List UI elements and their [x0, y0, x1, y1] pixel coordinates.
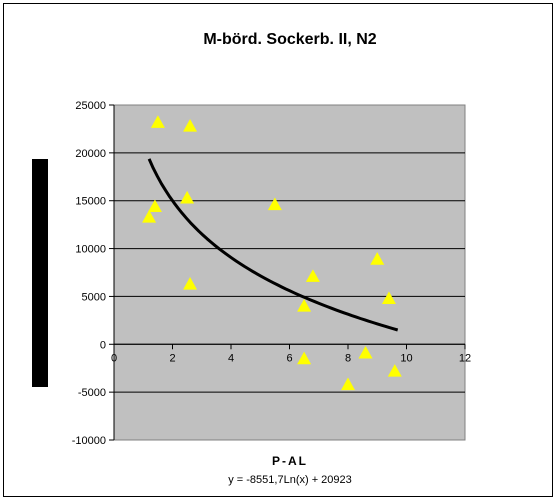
y-axis-label-bar	[32, 159, 48, 387]
data-points	[142, 115, 402, 391]
y-tick-label: 20000	[75, 148, 106, 160]
data-point	[147, 199, 162, 213]
x-tick-label: 2	[169, 352, 175, 364]
data-point	[267, 197, 282, 211]
trendline-equation: y = -8551,7Ln(x) + 20923	[228, 474, 352, 486]
y-tick-label: 25000	[75, 100, 106, 112]
x-tick-label: 4	[228, 352, 234, 364]
y-tick-label: 10000	[75, 244, 106, 256]
data-point	[183, 276, 198, 290]
x-tick-label: 10	[400, 352, 412, 364]
x-tick-label: 6	[286, 352, 292, 364]
trendline-group	[147, 158, 399, 332]
data-point	[180, 190, 195, 204]
y-tick-label: 0	[100, 339, 106, 351]
y-tick-label: 15000	[75, 196, 106, 208]
data-point	[183, 119, 198, 132]
data-point	[297, 299, 312, 312]
chart-title: M-börd. Sockerb. II, N2	[203, 31, 376, 48]
x-axis-label: P-AL	[272, 454, 308, 468]
data-point	[150, 115, 165, 128]
x-tick-label: 0	[111, 352, 117, 364]
data-point	[358, 345, 373, 359]
data-point	[305, 269, 320, 282]
x-tick-labels: 0 2 4 6 8 10 12	[111, 344, 471, 364]
data-point	[387, 364, 402, 377]
plot-area	[113, 104, 466, 441]
y-tick-label: 5000	[82, 291, 106, 303]
data-point	[381, 291, 396, 304]
y-tick-label: -5000	[78, 387, 106, 399]
y-tick-labels: -10000 -5000 0 5000 10000 15000 20000 25000	[72, 100, 114, 447]
data-point	[370, 252, 385, 265]
x-tick-label: 8	[345, 352, 351, 364]
data-point	[142, 209, 157, 223]
trendline	[147, 158, 399, 332]
data-point	[297, 351, 312, 365]
data-point	[341, 377, 355, 391]
x-tick-label: 12	[459, 352, 471, 364]
y-tick-label: -10000	[72, 435, 106, 447]
